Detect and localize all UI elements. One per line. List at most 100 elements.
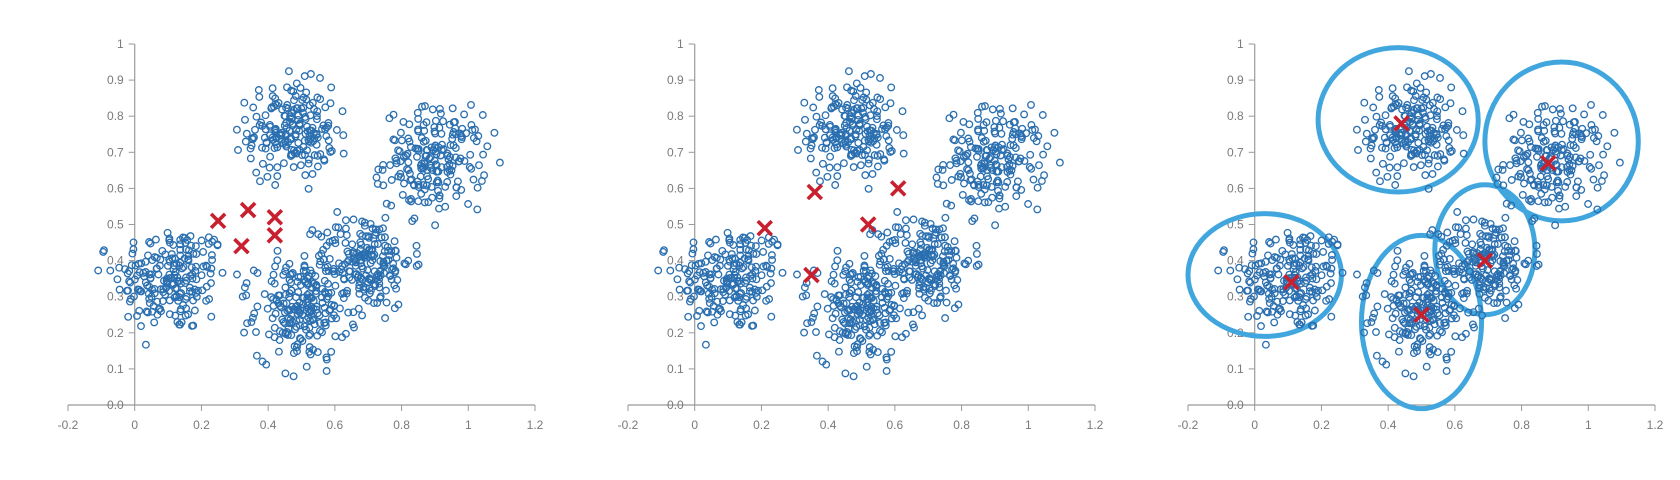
data-point <box>1442 367 1451 375</box>
data-point <box>339 149 348 158</box>
data-point <box>861 171 870 180</box>
data-point <box>380 262 389 271</box>
data-point <box>981 136 990 145</box>
data-point <box>275 291 284 300</box>
data-point <box>831 181 840 189</box>
data-point <box>1006 141 1015 150</box>
data-point <box>1441 125 1450 134</box>
centroid-marker <box>266 209 284 226</box>
data-point <box>232 125 241 134</box>
data-point <box>861 129 870 138</box>
data-point <box>749 296 758 305</box>
data-point <box>1360 98 1369 107</box>
data-point <box>1518 190 1527 199</box>
data-point <box>1296 279 1305 288</box>
data-point <box>1543 172 1552 181</box>
data-point <box>916 259 925 268</box>
data-point <box>188 287 197 296</box>
data-point <box>847 331 856 340</box>
data-point <box>902 231 911 240</box>
data-point <box>307 269 316 278</box>
data-point <box>970 181 979 190</box>
data-point <box>1534 127 1543 136</box>
data-point <box>852 104 861 113</box>
data-point <box>701 257 710 266</box>
data-point <box>767 264 776 273</box>
data-point <box>843 101 852 109</box>
data-point <box>874 230 883 239</box>
data-point <box>899 274 908 283</box>
data-point <box>1401 330 1410 338</box>
data-point <box>266 152 275 161</box>
data-point <box>1561 182 1570 191</box>
data-point <box>1464 256 1473 265</box>
data-point <box>1240 265 1249 274</box>
data-point <box>1425 131 1434 140</box>
data-point <box>1372 328 1380 337</box>
data-point <box>124 286 132 295</box>
data-point <box>171 268 180 277</box>
data-point <box>844 314 853 323</box>
data-point <box>1381 111 1390 120</box>
x-tick-label: 0.2 <box>193 418 210 432</box>
data-point <box>1378 143 1386 152</box>
data-point <box>1415 126 1424 135</box>
data-point <box>926 219 935 228</box>
centroid-marker <box>233 237 250 255</box>
data-point <box>267 293 276 302</box>
data-point <box>186 272 195 280</box>
data-point <box>829 135 838 144</box>
data-point <box>435 104 444 113</box>
data-point <box>1533 152 1541 161</box>
data-point <box>284 314 293 323</box>
data-point <box>1496 257 1505 266</box>
data-point <box>1440 276 1449 285</box>
data-point <box>339 274 348 283</box>
data-point <box>270 323 279 332</box>
data-point <box>358 250 366 259</box>
data-point <box>268 92 277 101</box>
data-point <box>882 241 891 250</box>
data-point <box>184 310 193 319</box>
data-point <box>322 241 331 250</box>
data-point <box>827 277 836 286</box>
data-point <box>310 320 319 329</box>
data-point <box>313 162 322 171</box>
data-point <box>856 272 865 281</box>
data-point <box>473 183 482 192</box>
data-point <box>290 149 299 157</box>
data-point <box>986 153 995 162</box>
data-point <box>303 122 312 131</box>
data-point <box>705 270 714 279</box>
data-point <box>1387 277 1396 286</box>
data-point <box>865 131 874 140</box>
data-point <box>302 95 311 104</box>
data-point <box>258 159 267 168</box>
data-point <box>1390 323 1399 332</box>
data-point <box>883 228 892 237</box>
data-point <box>190 306 199 315</box>
data-point <box>261 144 270 153</box>
data-point <box>199 262 208 271</box>
data-point <box>268 314 277 323</box>
data-point <box>1459 274 1468 283</box>
data-point <box>865 347 874 356</box>
data-point <box>273 163 282 172</box>
data-point <box>833 172 842 181</box>
data-point <box>284 305 293 314</box>
data-point <box>412 241 421 250</box>
data-point <box>1297 318 1306 327</box>
data-point <box>879 121 888 130</box>
data-point <box>1547 182 1556 191</box>
data-point <box>940 233 949 242</box>
data-point <box>197 271 206 280</box>
data-point <box>884 267 893 275</box>
data-point <box>296 161 305 170</box>
data-point <box>831 94 840 103</box>
data-point <box>1272 264 1281 273</box>
data-point <box>941 314 950 323</box>
data-point <box>1270 318 1279 327</box>
x-tick-label: 1 <box>465 418 472 432</box>
data-point <box>250 309 259 318</box>
data-point <box>263 304 272 313</box>
